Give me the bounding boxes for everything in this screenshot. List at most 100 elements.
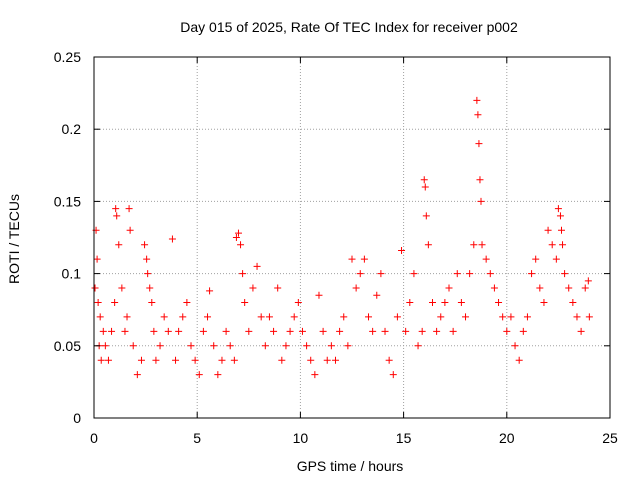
data-point	[282, 342, 290, 350]
data-point	[477, 197, 485, 205]
data-point	[475, 140, 483, 148]
data-point	[311, 371, 319, 379]
data-point	[557, 226, 565, 234]
data-point	[230, 356, 238, 364]
data-point	[239, 270, 247, 278]
data-point	[478, 241, 486, 249]
data-point	[418, 327, 426, 335]
data-point	[433, 327, 441, 335]
data-point	[410, 270, 418, 278]
data-point	[495, 298, 503, 306]
data-point	[112, 205, 120, 213]
data-point	[365, 313, 373, 321]
data-point	[241, 298, 249, 306]
x-tick-label: 0	[90, 430, 98, 446]
data-point	[148, 298, 156, 306]
data-point	[319, 327, 327, 335]
data-point	[257, 313, 265, 321]
data-point	[191, 356, 199, 364]
data-point	[519, 327, 527, 335]
data-point	[453, 270, 461, 278]
data-point	[249, 284, 257, 292]
data-marks	[91, 96, 593, 379]
data-point	[581, 284, 589, 292]
data-point	[278, 356, 286, 364]
data-point	[398, 246, 406, 254]
data-point	[482, 255, 490, 263]
data-point	[206, 287, 214, 295]
data-point	[261, 342, 269, 350]
data-point	[245, 327, 253, 335]
chart-title: Day 015 of 2025, Rate Of TEC Index for r…	[180, 19, 518, 35]
data-point	[561, 270, 569, 278]
data-point	[511, 342, 519, 350]
data-point	[559, 241, 567, 249]
data-point	[556, 212, 564, 220]
data-point	[286, 327, 294, 335]
data-point	[360, 255, 368, 263]
data-point	[199, 327, 207, 335]
y-tick-label: 0.25	[54, 49, 81, 65]
data-point	[172, 356, 180, 364]
data-point	[340, 313, 348, 321]
data-point	[373, 291, 381, 299]
data-point	[156, 342, 164, 350]
data-point	[536, 284, 544, 292]
data-point	[381, 327, 389, 335]
data-point	[476, 176, 484, 184]
data-point	[462, 313, 470, 321]
data-point	[507, 313, 515, 321]
x-tick-label: 20	[499, 430, 515, 446]
data-point	[152, 356, 160, 364]
data-point	[515, 356, 523, 364]
data-point	[91, 284, 99, 292]
data-point	[129, 342, 137, 350]
data-point	[554, 205, 562, 213]
data-point	[237, 241, 245, 249]
data-point	[93, 255, 101, 263]
data-point	[457, 298, 465, 306]
data-point	[290, 313, 298, 321]
data-point	[96, 313, 104, 321]
data-point	[420, 176, 428, 184]
data-point	[352, 284, 360, 292]
data-point	[298, 327, 306, 335]
data-point	[544, 226, 552, 234]
data-point	[344, 342, 352, 350]
data-point	[523, 313, 531, 321]
data-point	[150, 327, 158, 335]
data-point	[307, 356, 315, 364]
data-point	[99, 327, 107, 335]
data-point	[540, 298, 548, 306]
data-point	[486, 270, 494, 278]
data-point	[499, 313, 507, 321]
data-point	[473, 96, 481, 104]
data-point	[214, 371, 222, 379]
data-point	[406, 298, 414, 306]
data-point	[253, 262, 261, 270]
data-point	[466, 270, 474, 278]
data-point	[143, 255, 151, 263]
y-tick-label: 0.1	[62, 266, 82, 282]
data-point	[327, 342, 335, 350]
data-point	[222, 327, 230, 335]
data-point	[187, 342, 195, 350]
data-point	[179, 313, 187, 321]
data-point	[101, 342, 109, 350]
data-point	[234, 229, 242, 237]
data-point	[265, 313, 273, 321]
data-point	[385, 356, 393, 364]
data-point	[160, 313, 168, 321]
data-point	[548, 241, 556, 249]
data-point	[121, 327, 129, 335]
data-point	[104, 356, 112, 364]
data-point	[144, 270, 152, 278]
data-point	[528, 270, 536, 278]
data-point	[565, 284, 573, 292]
grid-lines	[94, 57, 610, 418]
data-point	[141, 241, 149, 249]
data-point	[474, 111, 482, 119]
data-point	[115, 241, 123, 249]
data-point	[422, 212, 430, 220]
